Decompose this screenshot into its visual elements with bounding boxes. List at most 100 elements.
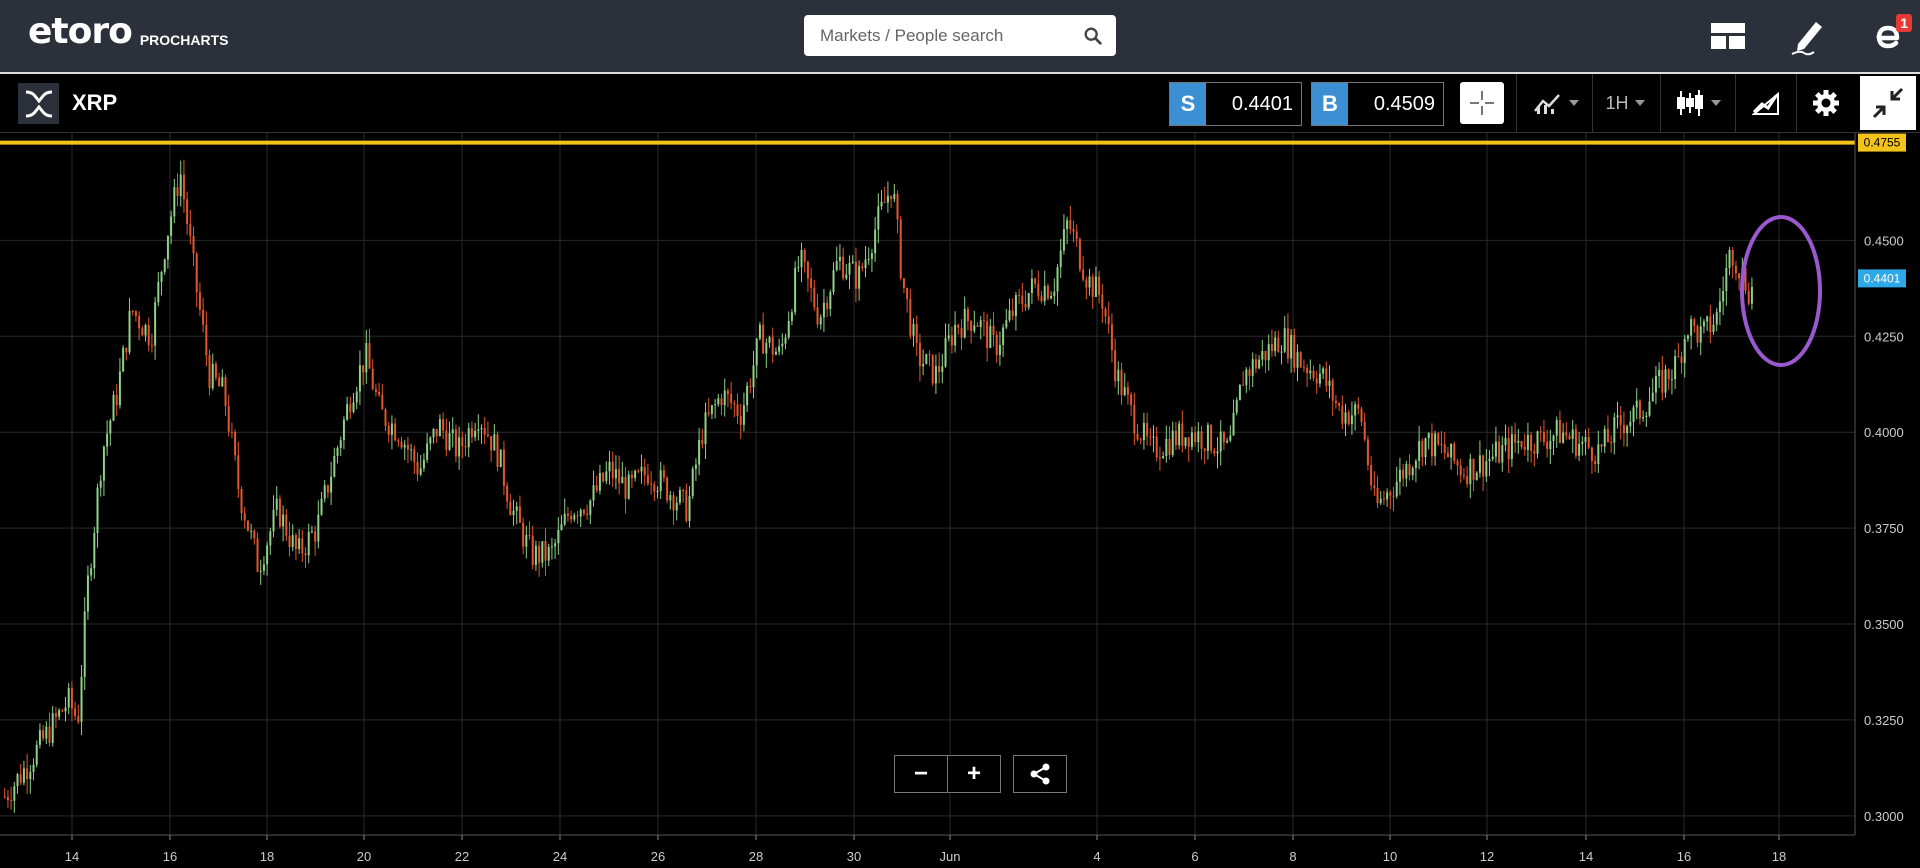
x-tick-label: 14 — [1579, 849, 1593, 864]
candle-body — [368, 343, 371, 369]
candle-body — [669, 495, 672, 501]
candle-body — [1392, 495, 1395, 497]
candle-body — [1270, 344, 1273, 352]
y-tick-label: 0.3000 — [1864, 809, 1904, 824]
candle-body — [288, 535, 291, 547]
y-tick-label: 0.4250 — [1864, 329, 1904, 344]
candle-body — [1187, 437, 1190, 447]
candle-body — [765, 342, 768, 354]
candle-body — [1376, 488, 1379, 504]
candle-body — [1718, 301, 1721, 312]
etoro-logo[interactable]: etoro PROCHARTS — [28, 14, 229, 50]
candle-body — [1405, 464, 1408, 479]
candle-body — [410, 449, 413, 451]
candle-body — [563, 513, 566, 525]
timeframe-value: 1H — [1605, 92, 1629, 113]
sell-button[interactable]: S 0.4401 — [1169, 82, 1302, 126]
buy-button[interactable]: B 0.4509 — [1311, 82, 1444, 126]
candle-body — [170, 216, 173, 236]
x-tick-label: 26 — [651, 849, 665, 864]
candle-body — [51, 713, 54, 743]
candle-body — [323, 485, 326, 499]
horizontal-level-line[interactable]: 0.4755 — [0, 133, 1906, 152]
candle-body — [1302, 367, 1305, 369]
candle-body — [390, 423, 393, 435]
candle-body — [1712, 324, 1715, 333]
candle-body — [458, 437, 461, 457]
candle-body — [112, 394, 115, 421]
candle-body — [1664, 369, 1667, 393]
candle-body — [35, 744, 38, 765]
candle-body — [198, 292, 201, 310]
candle-body — [1616, 415, 1619, 418]
candle-body — [771, 337, 774, 355]
candle-body — [739, 415, 742, 425]
candle-body — [797, 267, 800, 269]
candle-body — [842, 256, 845, 279]
candle-body — [531, 536, 534, 565]
candle-body — [154, 302, 157, 346]
candle-body — [1504, 437, 1507, 446]
candle-body — [918, 342, 921, 367]
candle-body — [451, 429, 454, 434]
exit-fullscreen-button[interactable] — [1860, 76, 1916, 130]
profile-button[interactable]: 1 — [1862, 14, 1912, 58]
toolbar-separator — [1796, 74, 1797, 132]
layout-button[interactable] — [1706, 14, 1750, 58]
candle-body — [1642, 417, 1645, 419]
zoom-out-button[interactable]: − — [913, 760, 928, 787]
candle-body — [157, 281, 160, 303]
candle-body — [758, 324, 761, 339]
x-tick-label: 18 — [1772, 849, 1786, 864]
candle-body — [1629, 421, 1632, 427]
drawing-tools-button[interactable] — [1744, 82, 1788, 124]
candle-body — [429, 437, 432, 444]
candle-body — [381, 394, 384, 410]
candle-body — [1421, 441, 1424, 458]
candle-body — [966, 308, 969, 322]
candle-body — [595, 485, 598, 491]
candle-body — [1434, 433, 1437, 457]
pencil-icon — [1791, 22, 1822, 56]
candle-body — [608, 461, 611, 472]
candle-body — [1341, 405, 1344, 424]
search-icon[interactable] — [1082, 25, 1104, 47]
candle-body — [829, 292, 832, 309]
highlight-ellipse[interactable] — [1740, 215, 1822, 367]
share-button[interactable] — [1014, 756, 1066, 792]
candle-body — [1670, 379, 1673, 381]
candle-body — [1149, 436, 1152, 438]
candle-body — [518, 506, 521, 523]
candle-body — [675, 502, 678, 511]
price-chart[interactable]: 0.4755 0.4500 0.4250 0.4000 0.3750 0.3500 0.3… — [0, 133, 1920, 868]
candle-body — [621, 476, 624, 484]
settings-button[interactable] — [1804, 82, 1848, 124]
indicators-icon — [1534, 94, 1560, 114]
crosshair-button[interactable] — [1460, 82, 1504, 124]
candle-body — [944, 338, 947, 367]
current-price-badge — [1858, 269, 1906, 288]
candle-body — [515, 506, 518, 511]
candle-body — [1325, 368, 1328, 386]
candle-body — [1098, 276, 1101, 295]
timeframe-dropdown[interactable]: 1H — [1598, 82, 1652, 124]
candle-body — [979, 320, 982, 327]
zoom-in-button[interactable]: + — [966, 760, 981, 787]
candle-body — [1613, 417, 1616, 443]
chart-toolbar: XRP S 0.4401 B 0.4509 1H — [0, 74, 1920, 133]
candle-body — [394, 423, 397, 441]
search-input[interactable] — [818, 24, 1082, 47]
candle-body — [419, 468, 422, 475]
indicators-button[interactable] — [1526, 82, 1586, 124]
candle-body — [16, 774, 19, 787]
candle-body — [42, 730, 45, 739]
candle-body — [653, 484, 656, 492]
candle-body — [1501, 445, 1504, 463]
edit-button[interactable] — [1786, 14, 1830, 58]
chart-type-dropdown[interactable] — [1668, 82, 1728, 124]
candle-body — [534, 545, 537, 565]
toolbar-separator — [1660, 74, 1661, 132]
candle-body — [272, 509, 275, 532]
candle-body — [589, 500, 592, 515]
candle-body — [502, 449, 505, 486]
